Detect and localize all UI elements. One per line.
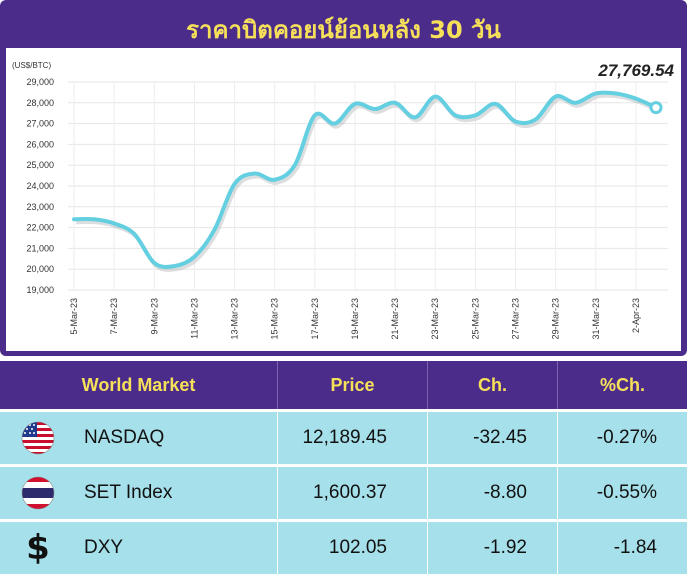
pct-change-cell: -0.27% xyxy=(558,412,687,464)
header-world-market: World Market xyxy=(0,361,278,409)
row-name-cell: NASDAQ xyxy=(0,412,278,464)
market-name: SET Index xyxy=(84,482,173,503)
y-tick-label: 29,000 xyxy=(26,77,54,87)
table-header-row: World Market Price Ch. %Ch. xyxy=(0,361,687,409)
market-name: DXY xyxy=(84,537,124,558)
header-change: Ch. xyxy=(428,361,558,409)
thai-flag-icon xyxy=(8,473,68,513)
x-axis-ticks: 5-Mar-23 7-Mar-23 9-Mar-23 11-Mar-23 13-Mar-… xyxy=(69,298,641,340)
last-point-marker xyxy=(649,101,663,115)
row-name-cell: SET Index xyxy=(0,467,278,519)
change-cell: -1.92 xyxy=(428,522,558,574)
x-tick-label: 7-Mar-23 xyxy=(109,298,119,335)
x-tick-label: 9-Mar-23 xyxy=(149,298,159,335)
y-tick-label: 19,000 xyxy=(26,285,54,295)
line-chart: 19,000 20,000 21,000 22,000 23,000 24,000 25,0… xyxy=(12,61,675,340)
x-tick-label: 23-Mar-23 xyxy=(430,298,440,340)
price-cell: 1,600.37 xyxy=(278,467,428,519)
x-tick-label: 25-Mar-23 xyxy=(470,298,480,340)
world-market-table: World Market Price Ch. %Ch. xyxy=(0,361,687,574)
table-row: $ DXY 102.05 -1.92 -1.84 xyxy=(0,522,687,574)
x-tick-label: 27-Mar-23 xyxy=(511,298,521,340)
pct-change-cell: -1.84 xyxy=(558,522,687,574)
x-tick-label: 5-Mar-23 xyxy=(69,298,79,335)
table-row: NASDAQ 12,189.45 -32.45 -0.27% xyxy=(0,412,687,464)
x-tick-label: 15-Mar-23 xyxy=(270,298,280,340)
y-tick-label: 22,000 xyxy=(26,223,54,233)
header-pct-change: %Ch. xyxy=(558,361,687,409)
header-price: Price xyxy=(278,361,428,409)
price-cell: 12,189.45 xyxy=(278,412,428,464)
x-tick-label: 19-Mar-23 xyxy=(350,298,360,340)
market-name: NASDAQ xyxy=(84,427,165,448)
change-cell: -8.80 xyxy=(428,467,558,519)
x-tick-label: 31-Mar-23 xyxy=(591,298,601,340)
y-tick-label: 21,000 xyxy=(26,243,54,253)
x-tick-label: 13-Mar-23 xyxy=(230,298,240,340)
y-axis-unit-label: (US$/BTC) xyxy=(12,61,51,70)
dollar-icon: $ xyxy=(26,528,50,568)
y-tick-label: 27,000 xyxy=(26,119,54,129)
y-tick-label: 26,000 xyxy=(26,139,54,149)
x-tick-label: 11-Mar-23 xyxy=(189,298,199,339)
change-cell: -32.45 xyxy=(428,412,558,464)
price-cell: 102.05 xyxy=(278,522,428,574)
y-tick-label: 24,000 xyxy=(26,181,54,191)
x-tick-label: 17-Mar-23 xyxy=(310,298,320,340)
y-tick-label: 25,000 xyxy=(26,160,54,170)
x-tick-label: 29-Mar-23 xyxy=(551,298,561,340)
pct-change-cell: -0.55% xyxy=(558,467,687,519)
series-btc-price xyxy=(72,90,663,272)
y-tick-label: 28,000 xyxy=(26,98,54,108)
x-tick-label: 21-Mar-23 xyxy=(390,298,400,340)
last-value-label: 27,769.54 xyxy=(597,61,674,80)
series-line xyxy=(72,90,658,269)
grid-lines xyxy=(68,81,668,291)
y-tick-label: 23,000 xyxy=(26,202,54,212)
x-tick-label: 2-Apr-23 xyxy=(631,298,641,333)
table-row: SET Index 1,600.37 -8.80 -0.55% xyxy=(0,467,687,519)
chart-title: ราคาบิตคอยน์ย้อนหลัง 30 วัน xyxy=(186,16,501,44)
us-flag-icon xyxy=(8,418,68,458)
y-tick-label: 20,000 xyxy=(26,264,54,274)
series-line-shadow xyxy=(75,93,659,272)
y-axis-ticks: 19,000 20,000 21,000 22,000 23,000 24,000 25,0… xyxy=(26,77,54,295)
row-name-cell: $ DXY xyxy=(0,522,278,574)
